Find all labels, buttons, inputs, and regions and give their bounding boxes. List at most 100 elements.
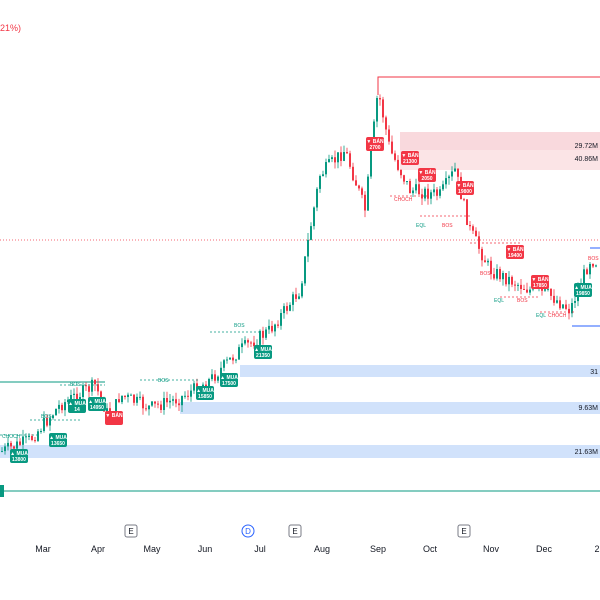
structure-label-eql: EQL (494, 298, 504, 304)
candle-body (466, 199, 468, 225)
zone-label-demand_3: 21.63M (575, 449, 599, 456)
candle-body (82, 385, 84, 397)
structure-label-bos: BOS (588, 256, 599, 262)
candle-body (145, 408, 147, 410)
candle-body (52, 415, 54, 419)
marker-shape (241, 524, 255, 538)
candle-body (7, 442, 9, 447)
signal-badge (366, 137, 384, 151)
candle-body (49, 418, 51, 426)
signal-badge (456, 181, 474, 195)
signal-label: ▼ BÁN (418, 169, 436, 176)
candle-body (340, 152, 342, 161)
candle-body (490, 260, 492, 275)
signal-label: ▼ BÁN (401, 152, 419, 159)
signal-label: ▲ MUA (68, 401, 86, 407)
candle-body (142, 396, 144, 409)
candle-body (166, 398, 168, 403)
signal-label: ▼ BÁN (366, 138, 384, 145)
levels-layer (0, 76, 600, 497)
candle-body (313, 207, 315, 227)
candle-body (34, 440, 36, 442)
candle-body (448, 176, 450, 179)
candle-body (244, 340, 246, 344)
candle-body (19, 441, 21, 445)
candle-body (544, 289, 546, 291)
candle-body (58, 404, 60, 409)
candle-body (409, 181, 411, 194)
candle-body (388, 129, 390, 142)
x-tick-label: Jul (254, 544, 266, 554)
signal-badge (254, 345, 272, 359)
candle-body (484, 260, 486, 263)
candle-body (520, 284, 522, 289)
candle-body (55, 409, 57, 416)
candle-body (241, 343, 243, 348)
candle-body (415, 184, 417, 191)
candle-body (526, 289, 528, 293)
candle-body (70, 395, 72, 400)
candle-body (184, 395, 186, 397)
dividend-marker[interactable]: D (241, 524, 255, 538)
candle-body (589, 264, 591, 275)
candle-body (355, 180, 357, 186)
earnings-marker[interactable]: E (288, 524, 302, 538)
candle-body (259, 330, 261, 345)
candle-body (22, 436, 24, 445)
candle-body (463, 199, 465, 201)
signal-label: ▼ BÁN (456, 182, 474, 189)
change-text: 21%) (0, 23, 21, 33)
marker-letter: E (128, 527, 133, 536)
candle-body (76, 393, 78, 402)
candle-body (571, 303, 573, 314)
candle-body (430, 192, 432, 199)
zone-label-demand_1: 31 (590, 369, 598, 376)
candle-body (316, 188, 318, 208)
structure-label-bos: BOS (480, 271, 491, 277)
candle-body (106, 408, 108, 412)
candle-body (130, 394, 132, 396)
demand-zone-1 (240, 365, 600, 377)
earnings-marker[interactable]: E (457, 524, 471, 538)
candle-body (178, 403, 180, 406)
signal-value: 15850 (198, 394, 212, 400)
signal-value: 19850 (576, 291, 590, 297)
candle-body (148, 405, 150, 410)
x-tick-label: Dec (536, 544, 553, 554)
candle-body (190, 390, 192, 397)
candle-body (574, 301, 576, 303)
signal-label: ▼ BÁN (105, 412, 123, 419)
signal-badge (88, 397, 106, 411)
candle-body (25, 436, 27, 438)
candle-body (211, 374, 213, 380)
candle-body (394, 153, 396, 160)
candle-body (319, 176, 321, 189)
earnings-marker[interactable]: E (124, 524, 138, 538)
candle-body (334, 157, 336, 163)
candle-body (127, 394, 129, 397)
candle-body (253, 342, 255, 347)
signal-value: 21300 (403, 159, 417, 165)
candle-body (238, 347, 240, 360)
candle-body (451, 171, 453, 177)
candle-body (586, 269, 588, 275)
candle-body (61, 404, 63, 411)
candle-body (286, 306, 288, 311)
candle-body (40, 431, 42, 432)
candle-body (229, 357, 231, 360)
candle-body (412, 190, 414, 194)
signal-label: ▲ MUA (88, 399, 106, 405)
marker-letter: E (292, 527, 297, 536)
candle-body (73, 393, 75, 395)
candle-body (124, 395, 126, 397)
marker-shape (124, 524, 138, 538)
candle-body (433, 189, 435, 193)
